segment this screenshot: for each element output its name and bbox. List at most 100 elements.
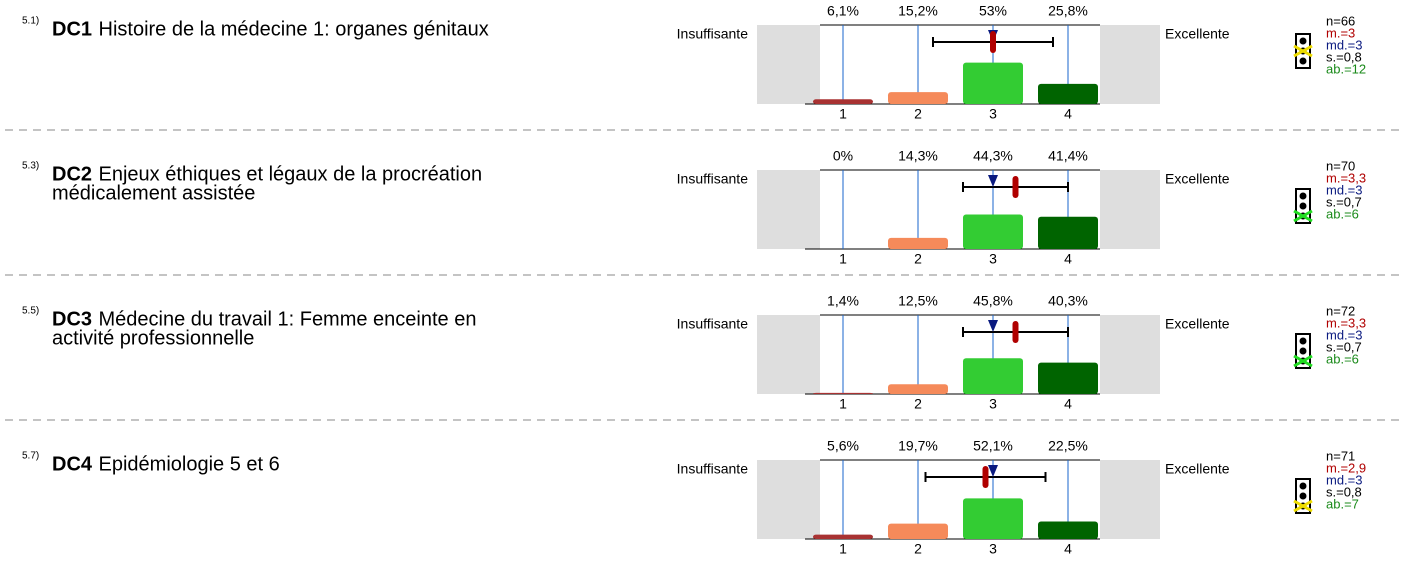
item-number: 5.3) (22, 161, 39, 172)
mean-marker (1012, 176, 1019, 198)
item-title: médicalement assistée (52, 182, 255, 204)
bar (888, 237, 948, 249)
stat: s.=0,7 (1326, 194, 1362, 209)
bar (813, 534, 873, 539)
bar (1038, 83, 1098, 104)
stat: m.=3,3 (1326, 170, 1366, 185)
gray-box (1100, 170, 1160, 249)
percent-label: 45,8% (973, 293, 1013, 309)
median-marker (988, 465, 998, 477)
item-title: Histoire de la médecine 1: organes génit… (99, 18, 489, 40)
item-code: DC1 (52, 18, 92, 40)
bar (888, 523, 948, 539)
percent-label: 19,7% (898, 438, 938, 454)
scale-label: 4 (1064, 396, 1072, 412)
scale-label: 4 (1064, 251, 1072, 267)
scale-label: 2 (914, 396, 922, 412)
light (1299, 37, 1307, 45)
percent-label: 25,8% (1048, 3, 1088, 19)
percent-label: 5,6% (827, 438, 859, 454)
percent-label: 41,4% (1048, 148, 1088, 164)
percent-label: 12,5% (898, 293, 938, 309)
light (1299, 492, 1307, 500)
light (1299, 337, 1307, 345)
item-code: DC4 (52, 453, 93, 475)
item-code: DC2 (52, 163, 92, 185)
bar (963, 214, 1023, 249)
scale-label: 3 (989, 396, 997, 412)
gray-box (757, 460, 820, 539)
scale-label: 1 (839, 106, 847, 122)
light (1299, 192, 1307, 200)
stat: md.=3 (1326, 182, 1363, 197)
gray-box (1100, 460, 1160, 539)
stat: md.=3 (1326, 37, 1363, 52)
stat: m.=2,9 (1326, 460, 1366, 475)
stat: ab.=6 (1326, 206, 1359, 221)
stat: n=66 (1326, 13, 1355, 28)
percent-label: 14,3% (898, 148, 938, 164)
percent-label: 44,3% (973, 148, 1013, 164)
percent-label: 53% (979, 3, 1007, 19)
gray-box (1100, 315, 1160, 394)
scale-label: 3 (989, 251, 997, 267)
percent-label: 0% (833, 148, 853, 164)
stat: n=72 (1326, 303, 1355, 318)
bar (813, 99, 873, 104)
stat: s.=0,8 (1326, 49, 1362, 64)
percent-label: 6,1% (827, 3, 859, 19)
scale-label: 2 (914, 106, 922, 122)
item-number: 5.1) (22, 16, 39, 27)
item-title: Epidémiologie 5 et 6 (99, 453, 280, 475)
median-marker (988, 175, 998, 187)
scale-label: 2 (914, 541, 922, 557)
right-label: Excellente (1165, 461, 1230, 477)
left-label: Insuffisante (677, 316, 749, 332)
light (1299, 482, 1307, 490)
item-code: DC3 (52, 308, 92, 330)
light (1299, 347, 1307, 355)
scale-label: 2 (914, 251, 922, 267)
item-title: Médecine du travail 1: Femme enceinte en (99, 308, 477, 330)
bar (888, 384, 948, 394)
scale-label: 4 (1064, 541, 1072, 557)
scale-label: 3 (989, 541, 997, 557)
item-title: Enjeux éthiques et légaux de la procréat… (99, 163, 483, 185)
percent-label: 52,1% (973, 438, 1013, 454)
bar (1038, 216, 1098, 249)
bar (1038, 521, 1098, 539)
percent-label: 40,3% (1048, 293, 1088, 309)
right-label: Excellente (1165, 316, 1230, 332)
mean-marker (982, 466, 989, 488)
bar (813, 392, 873, 394)
stat: n=71 (1326, 448, 1355, 463)
percent-label: 15,2% (898, 3, 938, 19)
light-mark (1293, 209, 1313, 223)
scale-label: 1 (839, 251, 847, 267)
stat: ab.=6 (1326, 351, 1359, 366)
stat: m.=3,3 (1326, 315, 1366, 330)
scale-label: 1 (839, 541, 847, 557)
percent-label: 1,4% (827, 293, 859, 309)
scale-label: 3 (989, 106, 997, 122)
stat: m.=3 (1326, 25, 1355, 40)
gray-box (1100, 25, 1160, 104)
gray-box (757, 170, 820, 249)
right-label: Excellente (1165, 171, 1230, 187)
light-mark (1293, 499, 1313, 513)
scale-label: 4 (1064, 106, 1072, 122)
light (1299, 202, 1307, 210)
stat: n=70 (1326, 158, 1355, 173)
stat: s.=0,7 (1326, 339, 1362, 354)
median-marker (988, 320, 998, 332)
scale-label: 1 (839, 396, 847, 412)
left-label: Insuffisante (677, 26, 749, 42)
percent-label: 22,5% (1048, 438, 1088, 454)
gray-box (757, 25, 820, 104)
bar (1038, 362, 1098, 394)
right-label: Excellente (1165, 26, 1230, 42)
left-label: Insuffisante (677, 461, 749, 477)
item-title: activité professionnelle (52, 327, 254, 349)
stat: ab.=12 (1326, 61, 1366, 76)
